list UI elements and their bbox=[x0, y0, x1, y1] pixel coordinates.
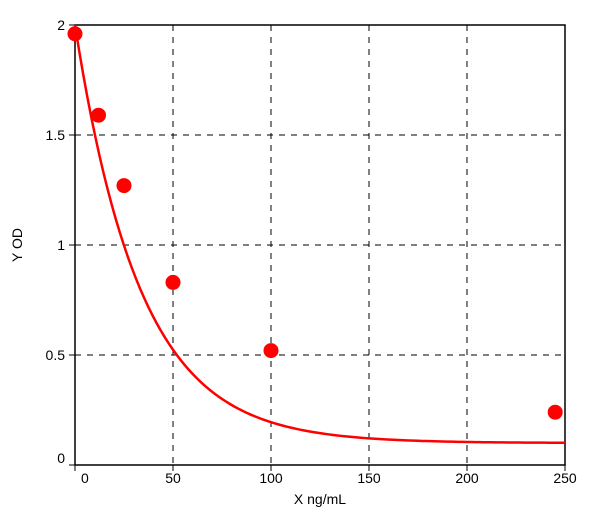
data-point bbox=[68, 27, 82, 41]
data-point bbox=[264, 344, 278, 358]
chart-container: 0 50 100 150 200 250 0 0.5 1 1.5 2 X ng/mL Y OD bbox=[0, 0, 600, 516]
x-tick-label: 50 bbox=[165, 470, 181, 486]
y-tick-label: 1.5 bbox=[46, 127, 66, 143]
x-tick-label: 0 bbox=[81, 470, 89, 486]
y-tick-label: 0.5 bbox=[46, 347, 66, 363]
data-point bbox=[548, 405, 562, 419]
chart-svg: 0 50 100 150 200 250 0 0.5 1 1.5 2 X ng/mL Y OD bbox=[0, 0, 600, 516]
data-point bbox=[117, 179, 131, 193]
data-point bbox=[166, 275, 180, 289]
y-tick-label: 2 bbox=[57, 17, 65, 33]
x-axis-label: X ng/mL bbox=[294, 491, 346, 507]
data-point bbox=[92, 108, 106, 122]
y-tick-label: 0 bbox=[57, 450, 65, 466]
y-axis-label: Y OD bbox=[9, 228, 25, 262]
x-tick-label: 250 bbox=[553, 470, 577, 486]
x-tick-label: 100 bbox=[259, 470, 283, 486]
x-tick-label: 200 bbox=[455, 470, 479, 486]
x-tick-label: 150 bbox=[357, 470, 381, 486]
y-tick-label: 1 bbox=[57, 237, 65, 253]
